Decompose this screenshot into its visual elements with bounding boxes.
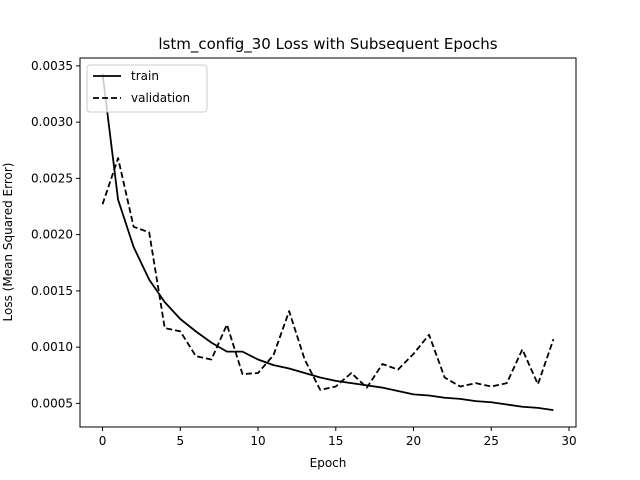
x-tick-label: 10 <box>250 434 265 448</box>
plot-frame <box>79 57 577 428</box>
y-tick-label: 0.0035 <box>31 59 73 73</box>
x-tick-label: 20 <box>406 434 421 448</box>
x-tick-label: 0 <box>99 434 107 448</box>
x-axis-ticks: 0 5 10 15 20 25 30 <box>99 427 577 448</box>
y-axis-ticks: 0.0005 0.0010 0.0015 0.0020 0.0025 0.0030 0.00… <box>31 59 80 410</box>
legend: train validation <box>86 64 208 113</box>
y-tick-label: 0.0005 <box>31 396 73 410</box>
chart-title: lstm_config_30 Loss with Subsequent Epoc… <box>158 35 497 54</box>
y-axis-label: Loss (Mean Squared Error) <box>1 163 15 322</box>
series-line-validation <box>101 157 555 391</box>
y-tick-label: 0.0020 <box>31 228 73 242</box>
x-tick-label: 15 <box>328 434 343 448</box>
y-tick-label: 0.0010 <box>31 340 73 354</box>
legend-validation-label: validation <box>131 91 190 105</box>
y-tick-label: 0.0025 <box>31 171 73 185</box>
series-line-train <box>101 73 554 412</box>
x-tick-label: 25 <box>484 434 499 448</box>
x-axis-label: Epoch <box>310 456 347 470</box>
y-tick-label: 0.0030 <box>31 115 73 129</box>
x-tick-label: 5 <box>176 434 184 448</box>
series-layer <box>101 73 555 412</box>
x-tick-label: 30 <box>561 434 576 448</box>
legend-train-label: train <box>131 69 159 83</box>
y-tick-label: 0.0015 <box>31 284 73 298</box>
plot-area <box>79 57 577 428</box>
